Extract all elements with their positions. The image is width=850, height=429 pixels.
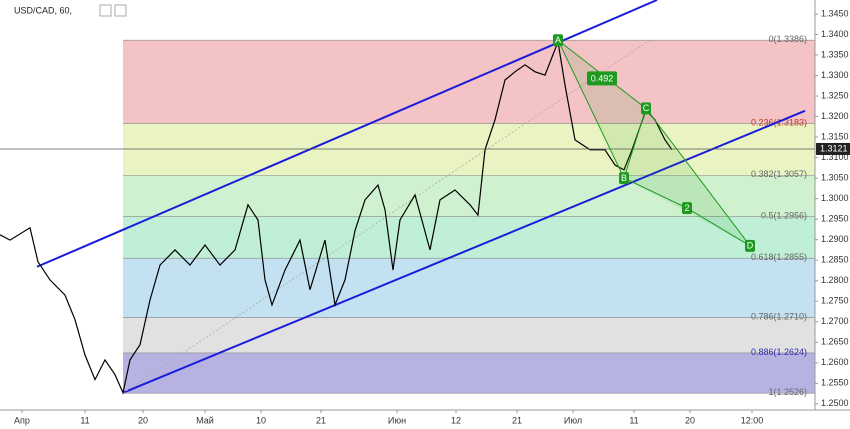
pattern-label: B [621,173,627,183]
y-tick-label: 1.3000 [821,193,849,203]
fib-label: 0.786(1.2710) [751,312,807,322]
x-tick-label: 12:00 [741,415,764,425]
channel-line [122,109,806,394]
last-price-box [816,142,850,155]
title-icon [114,4,127,17]
ratio-label: 0.492 [591,73,614,83]
pattern-line [557,40,625,179]
pattern-label: D [747,241,754,251]
x-tick-label: Апр [14,415,30,425]
fib-band [123,123,815,176]
y-tick-label: 1.3350 [821,49,849,59]
pattern-point [619,172,629,185]
x-tick-label: 11 [629,415,638,425]
y-tick-label: 1.2650 [821,337,849,347]
chart-title: USD/CAD, 60, [14,5,72,15]
y-tick-label: 1.2800 [821,275,849,285]
x-tick-label: Май [196,415,214,425]
y-tick-label: 1.3400 [821,29,849,39]
fib-band [123,175,815,217]
y-tick-label: 1.3200 [821,111,849,121]
title-bg [0,0,130,22]
x-tick-label: 10 [256,415,266,425]
y-tick-label: 1.2950 [821,214,849,224]
fib-label: 0.382(1.3057) [751,169,807,179]
pattern-line [645,108,751,247]
pattern-label: 2 [684,203,689,213]
pattern-point [745,239,755,252]
fib-label: 0.5(1.2956) [761,211,807,221]
title-icon [99,4,112,17]
pattern-line [623,108,647,179]
y-tick-label: 1.2700 [821,316,849,326]
x-tick-label: 20 [138,415,148,425]
pattern-point [641,102,651,115]
x-tick-label: 21 [512,415,522,425]
x-tick-label: 21 [316,415,326,425]
y-tick-label: 1.3300 [821,70,849,80]
y-tick-label: 1.2500 [821,398,849,408]
pattern-line [686,207,751,247]
last-price-label: 1.3121 [820,143,848,153]
y-tick-label: 1.3450 [821,8,849,18]
pattern-area [558,40,646,179]
y-tick-label: 1.3150 [821,131,849,141]
y-tick-label: 1.2750 [821,296,849,306]
pattern-line [623,177,688,209]
y-tick-label: 1.3050 [821,172,849,182]
pattern-point [553,34,563,47]
y-tick-label: 1.2850 [821,255,849,265]
pattern-label: C [643,103,650,113]
y-tick-label: 1.2550 [821,378,849,388]
fib-label: 0.618(1.2855) [751,252,807,262]
price-line [0,39,673,395]
ratio-box [587,71,617,86]
fib-label: 0(1.3386) [768,34,807,44]
pattern-area [624,108,750,246]
x-tick-label: 20 [685,415,695,425]
x-tick-label: Июл [564,415,582,425]
y-tick-label: 1.2900 [821,234,849,244]
fib-band [123,352,815,394]
y-tick-label: 1.3250 [821,90,849,100]
x-tick-label: Июн [388,415,406,425]
x-tick-label: 12 [451,415,461,425]
fib-band [123,317,815,353]
x-tick-label: 11 [80,415,89,425]
fib-label: 1(1.2526) [768,387,807,397]
fib-band [123,258,815,318]
pattern-label: A [555,35,561,45]
y-tick-label: 1.3100 [821,152,849,162]
y-tick-label: 1.2600 [821,357,849,367]
fib-label: 0.886(1.2624) [751,347,807,357]
pattern-point [682,202,692,215]
